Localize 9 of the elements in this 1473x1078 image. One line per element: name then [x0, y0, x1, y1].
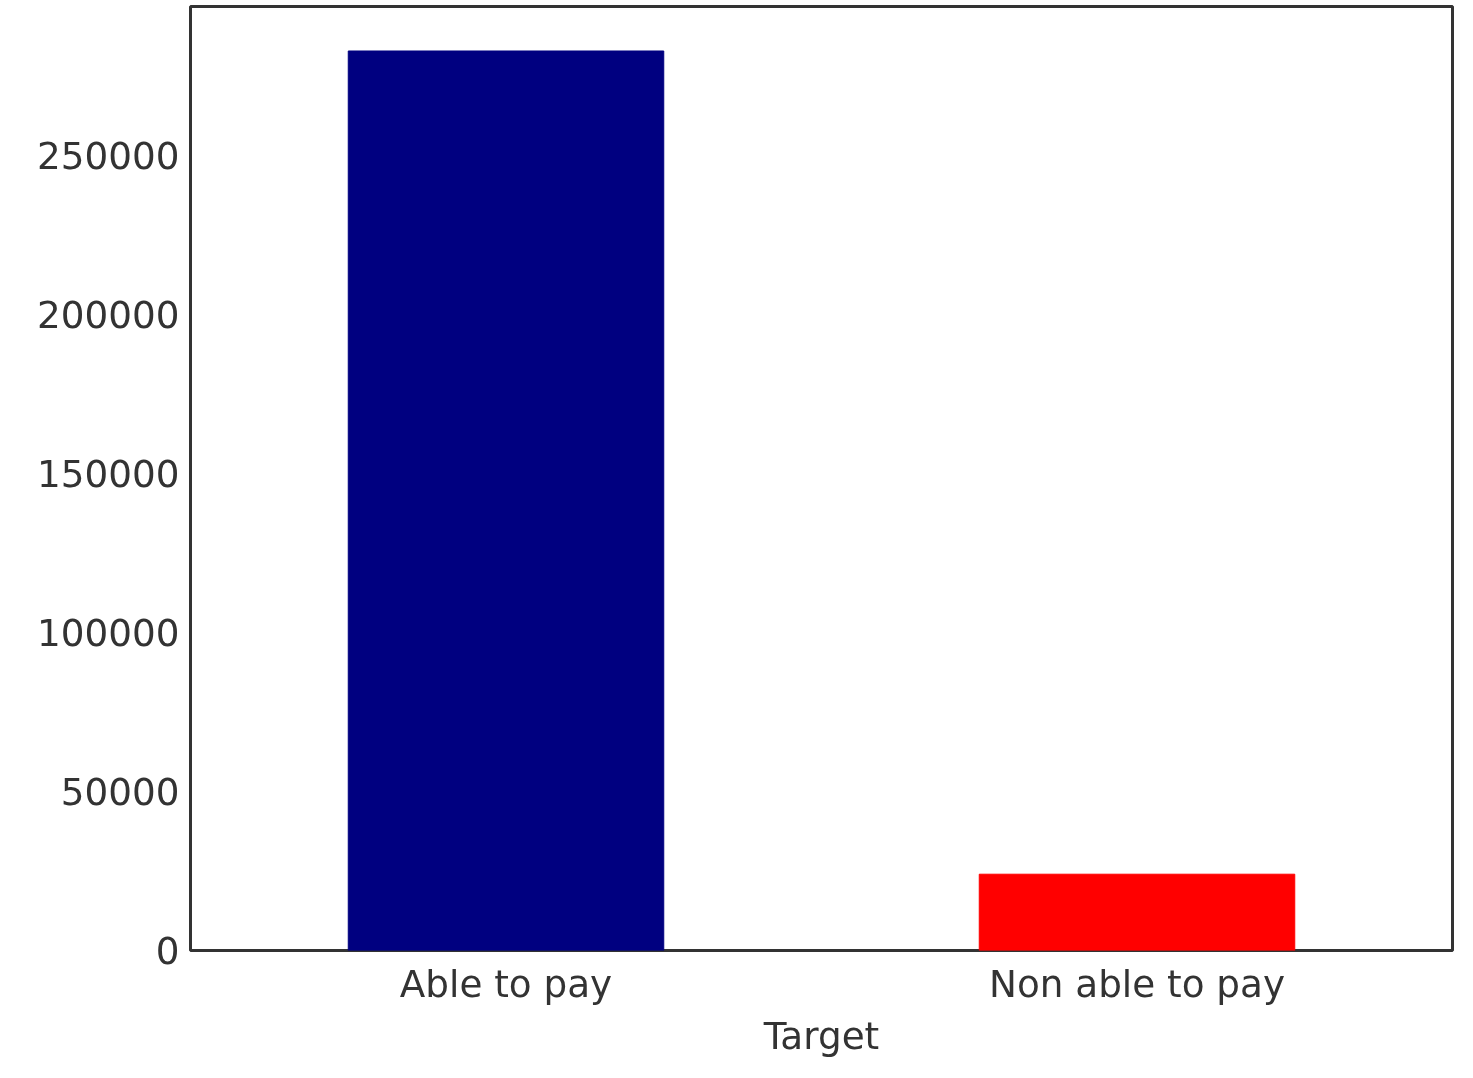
x-tick-label: Able to pay — [399, 961, 613, 1006]
y-tick-label: 150000 — [37, 452, 180, 497]
y-tick-label: 200000 — [37, 293, 180, 338]
y-tick-label: 250000 — [37, 134, 180, 179]
x-axis-title: Target — [762, 1013, 880, 1058]
x-tick-label: Non able to pay — [988, 961, 1286, 1006]
y-tick-label: 100000 — [37, 611, 180, 656]
y-tick-label: 50000 — [60, 770, 180, 815]
y-tick-label: 0 — [155, 929, 180, 973]
